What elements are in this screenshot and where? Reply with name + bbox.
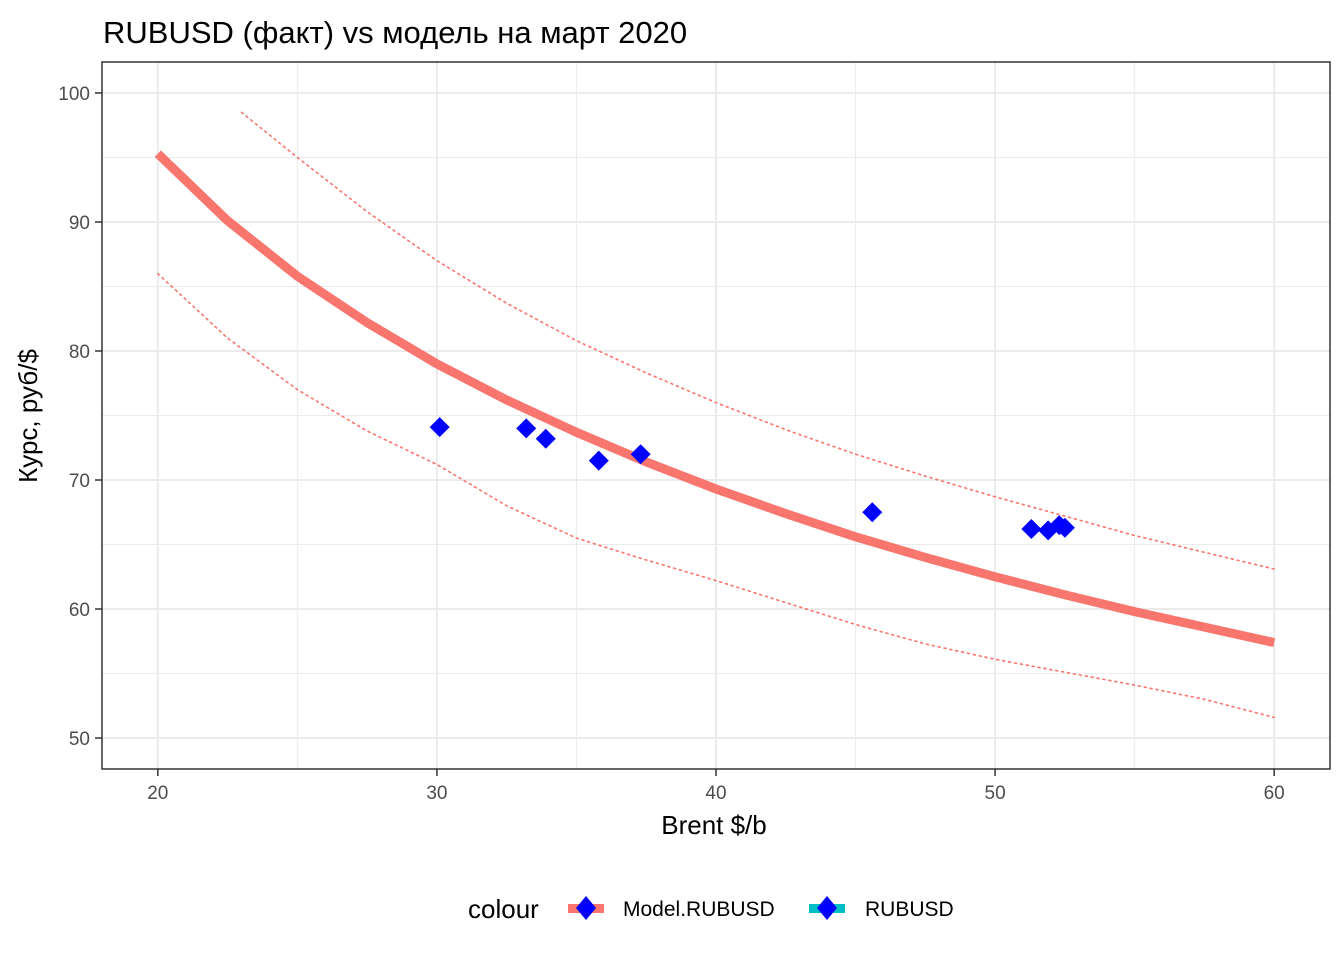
x-tick-label: 30 — [426, 783, 447, 804]
y-tick-label: 70 — [69, 471, 90, 492]
x-tick-label: 40 — [705, 783, 726, 804]
rubusd-point — [862, 502, 883, 523]
legend-label-rubusd: RUBUSD — [865, 898, 954, 921]
rubusd-point — [516, 418, 537, 439]
y-tick-label: 80 — [69, 342, 90, 363]
model-line-layer — [154, 150, 1276, 647]
legend-model-diamond-icon — [576, 896, 596, 920]
legend-rubusd-diamond-icon — [817, 896, 837, 920]
model-rubusd-line — [154, 150, 1276, 647]
x-axis-title: Brent $/b — [661, 810, 767, 840]
points-layer — [429, 417, 1075, 541]
x-axis: 20 30 40 50 60 — [147, 769, 1285, 804]
rubusd-point — [1021, 519, 1042, 540]
rubusd-point — [429, 417, 450, 438]
y-axis-title: Курс, руб/$ — [13, 349, 43, 483]
x-tick-label: 20 — [147, 783, 168, 804]
rubusd-point — [535, 428, 556, 449]
y-tick-label: 90 — [69, 213, 90, 234]
legend-item-model: Model.RUBUSD — [568, 896, 775, 921]
legend-item-rubusd: RUBUSD — [809, 896, 954, 921]
legend-label-model: Model.RUBUSD — [623, 898, 775, 921]
legend: colour Model.RUBUSD RUBUSD — [468, 894, 954, 924]
y-tick-label: 100 — [58, 84, 90, 105]
y-tick-label: 50 — [69, 729, 90, 750]
y-tick-label: 60 — [69, 600, 90, 621]
plot-panel — [101, 61, 1331, 770]
legend-title: colour — [468, 894, 539, 924]
rubusd-point — [630, 444, 651, 465]
x-tick-label: 50 — [985, 783, 1006, 804]
rubusd-point — [588, 450, 609, 471]
rubusd-point — [1054, 517, 1075, 538]
band-lines — [157, 111, 1275, 719]
upper-band-line — [240, 111, 1275, 570]
lower-band-line — [157, 272, 1275, 719]
x-tick-label: 60 — [1264, 783, 1285, 804]
y-axis: 50 60 70 80 90 100 — [58, 84, 102, 750]
chart-title: RUBUSD (факт) vs модель на март 2020 — [103, 15, 687, 50]
